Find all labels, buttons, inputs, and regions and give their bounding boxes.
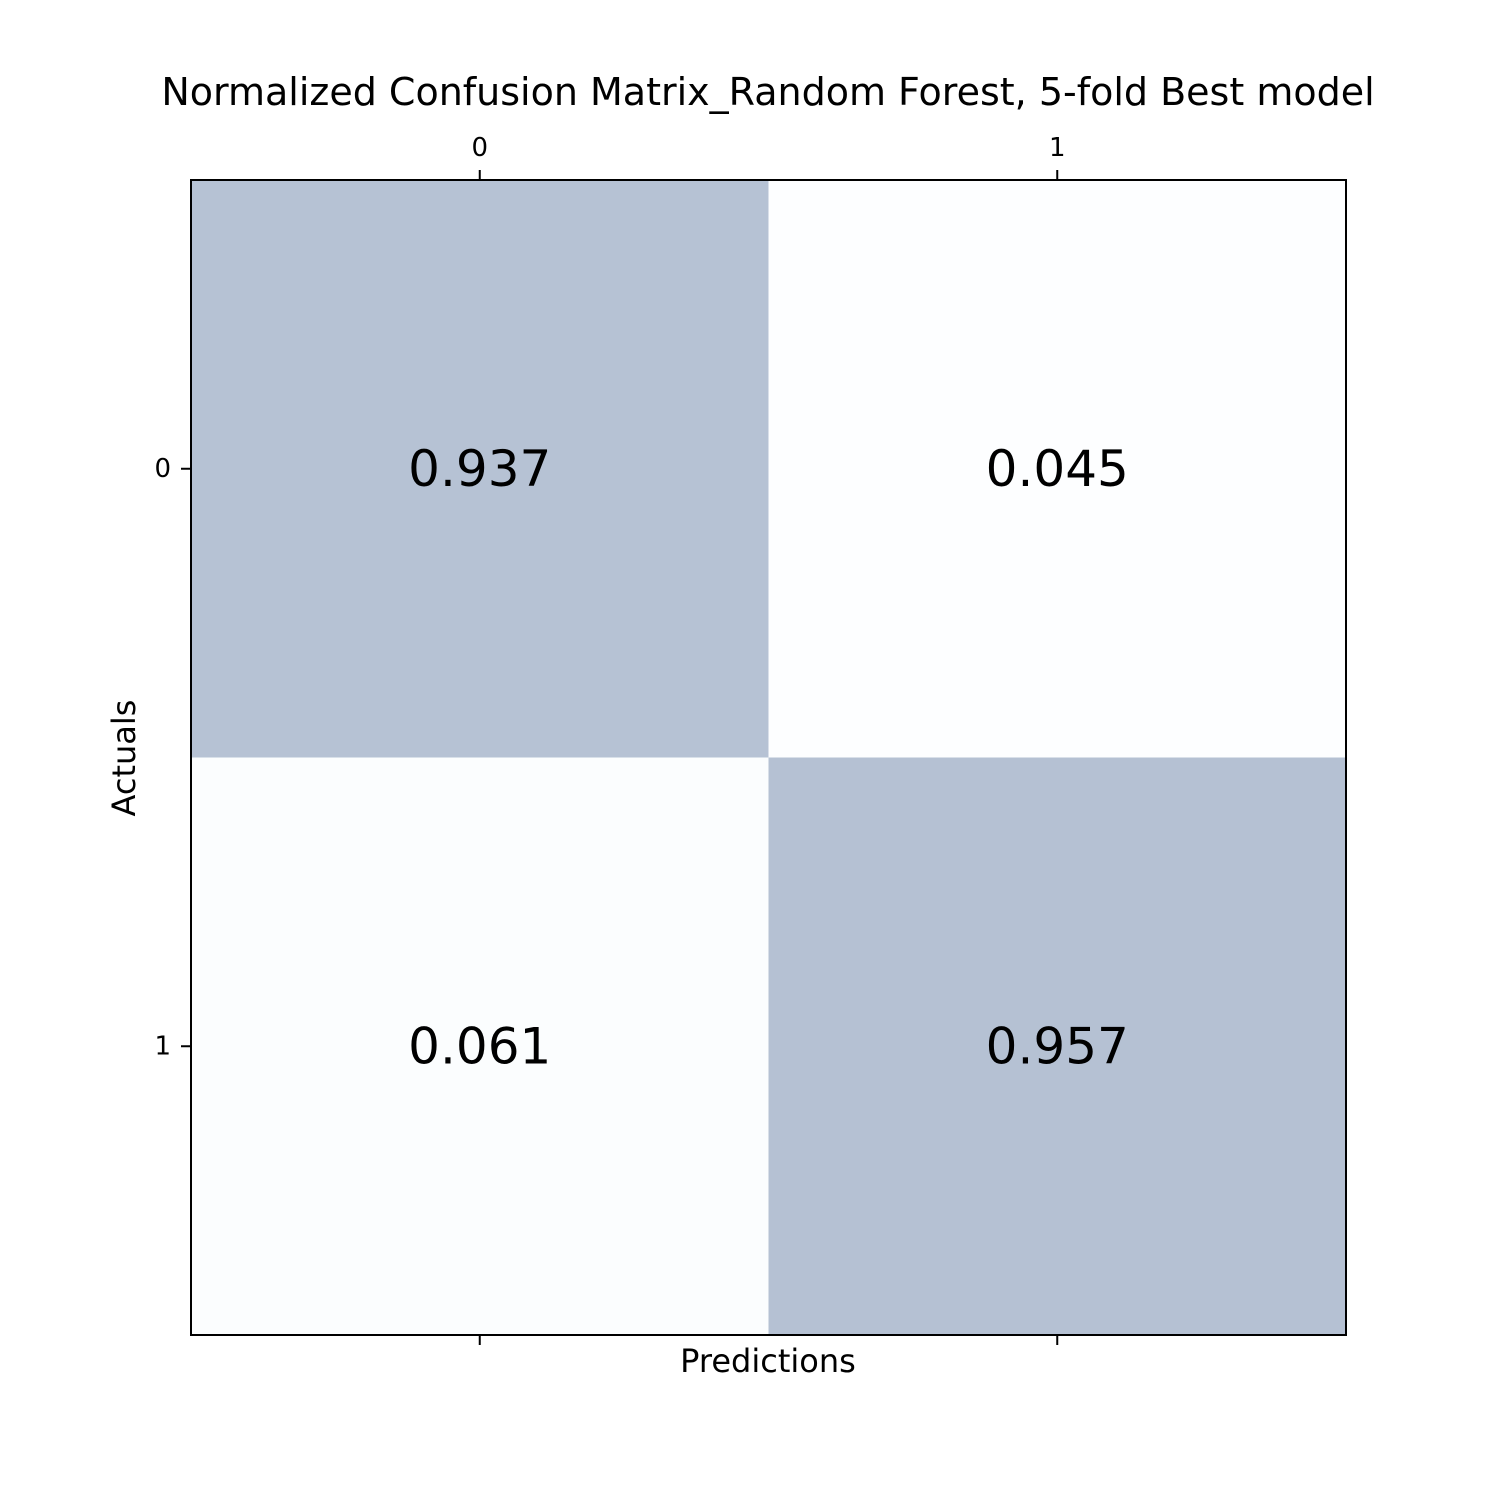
heatmap-cells — [191, 180, 1346, 1335]
cell-value-label-r0-c1: 0.045 — [986, 440, 1129, 498]
heatmap-cell-r0-c1 — [768, 180, 1346, 758]
heatmap-cell-r1-c1 — [768, 757, 1346, 1335]
y-axis-label: Actuals — [105, 700, 143, 817]
heatmap-cell-r0-c0 — [191, 180, 769, 758]
x-tick-label-1: 1 — [1049, 133, 1066, 163]
y-tick-label-0: 0 — [154, 454, 171, 484]
cell-value-label-r1-c0: 0.061 — [408, 1017, 551, 1075]
x-axis-label: Predictions — [680, 1342, 856, 1380]
x-tick-label-0: 0 — [471, 133, 488, 163]
y-tick-label-1: 1 — [154, 1031, 171, 1061]
cell-value-label-r0-c0: 0.937 — [408, 440, 551, 498]
plot-frame — [190, 179, 1347, 1336]
axis-ticks: 0 1 0 1 — [154, 133, 1066, 1345]
heatmap-value-labels: 0.937 0.045 0.061 0.957 — [408, 440, 1129, 1076]
cell-value-label-r1-c1: 0.957 — [986, 1017, 1129, 1075]
heatmap-cell-r1-c0 — [191, 757, 769, 1335]
chart-title: Normalized Confusion Matrix_Random Fores… — [161, 70, 1374, 114]
